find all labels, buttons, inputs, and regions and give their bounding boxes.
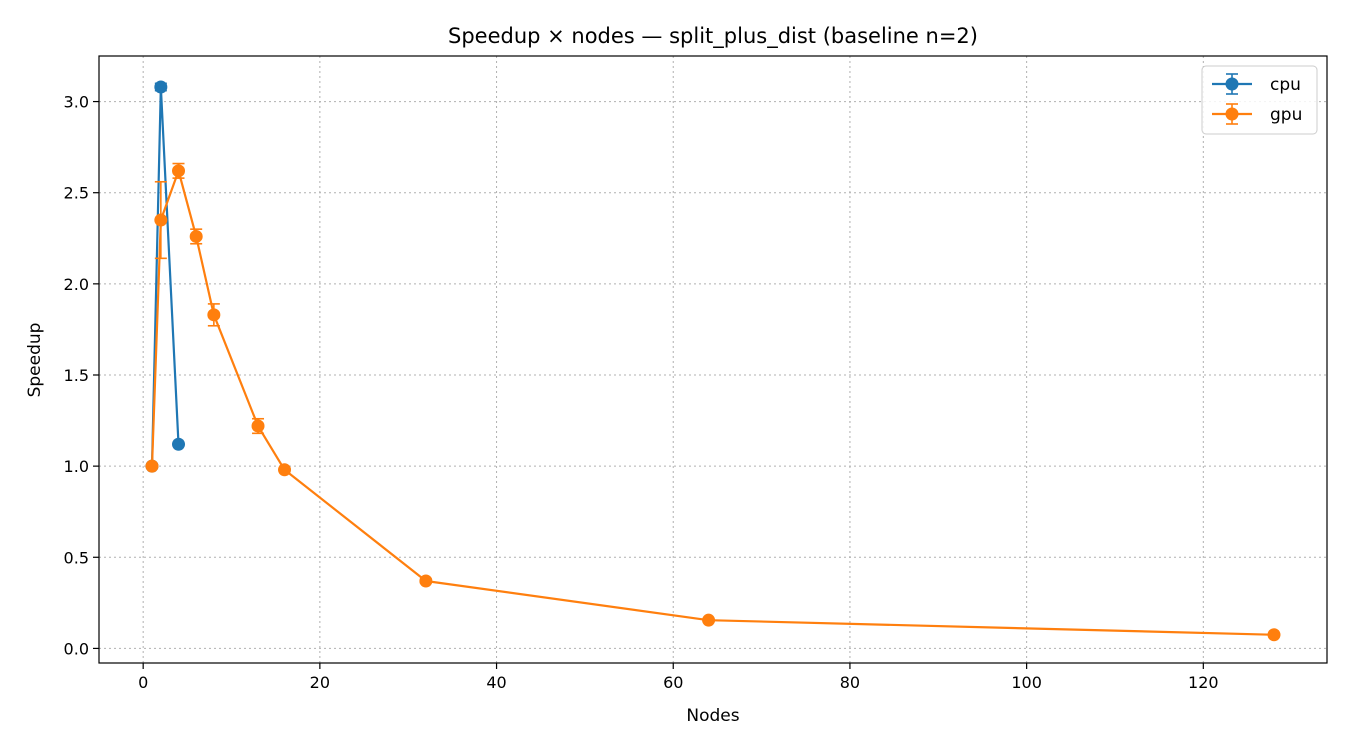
x-tick-label: 40 (486, 673, 506, 692)
x-tick-label: 120 (1188, 673, 1219, 692)
legend: cpu gpu (1201, 65, 1318, 135)
gpu-line (150, 169, 1275, 636)
y-tick-label: 1.0 (64, 457, 89, 476)
legend-label-cpu: cpu (1270, 75, 1301, 95)
y-tick-label: 2.5 (64, 184, 89, 203)
legend-cpu-marker (1225, 77, 1239, 91)
y-tick-label: 1.5 (64, 366, 89, 385)
legend-label-gpu: gpu (1270, 105, 1302, 125)
grid (99, 56, 1327, 663)
gpu-point (251, 419, 265, 433)
y-axis-title: Speedup (25, 323, 45, 398)
x-tick-label: 0 (138, 673, 148, 692)
series-cpu (145, 80, 186, 473)
y-axis: 0.0 0.5 1.0 1.5 2.0 2.5 3.0 (64, 93, 99, 658)
x-tick-label: 60 (663, 673, 683, 692)
series-gpu (145, 162, 1281, 642)
x-axis-title: Nodes (686, 706, 739, 726)
gpu-point (207, 308, 221, 322)
cpu-point (154, 80, 168, 94)
cpu-point (172, 437, 186, 451)
x-tick-label: 20 (310, 673, 330, 692)
legend-gpu-marker (1225, 107, 1239, 121)
y-tick-label: 0.5 (64, 548, 89, 567)
plot-frame (98, 55, 1328, 664)
gpu-point (278, 463, 292, 477)
gpu-point (189, 229, 203, 243)
x-axis: 0 20 40 60 80 100 120 (138, 663, 1219, 692)
gpu-point (172, 164, 186, 178)
chart-title: Speedup × nodes — split_plus_dist (basel… (448, 24, 978, 49)
gpu-point (419, 574, 433, 588)
x-tick-label: 100 (1011, 673, 1042, 692)
gpu-point (154, 213, 168, 227)
y-tick-label: 2.0 (64, 275, 89, 294)
gpu-point (145, 459, 159, 473)
gpu-point (1267, 628, 1281, 642)
x-tick-label: 80 (840, 673, 860, 692)
series-layer (145, 80, 1281, 642)
gpu-point (702, 613, 716, 627)
y-tick-label: 3.0 (64, 93, 89, 112)
y-tick-label: 0.0 (64, 639, 89, 658)
